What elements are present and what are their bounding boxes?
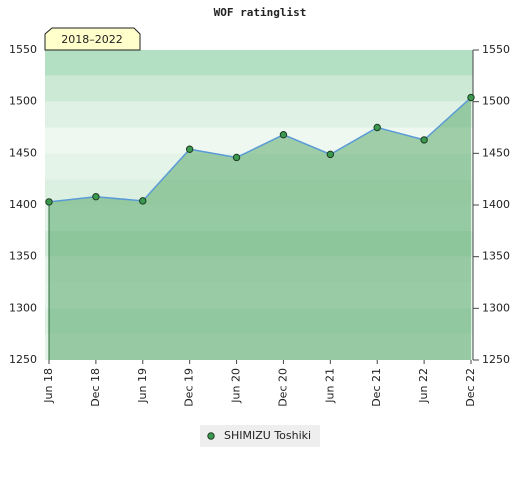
x-tick-label: Jun 20 [230,368,243,404]
band [45,50,473,76]
x-tick-label: Dec 21 [370,368,383,407]
y2-tick-label: 1500 [482,95,510,108]
x-tick-label: Dec 18 [89,368,102,407]
marker [139,197,147,205]
x-tick-label: Dec 22 [464,368,477,407]
y2-tick-label: 1450 [482,146,510,159]
y2-tick-label: 1550 [482,43,510,56]
band [45,334,473,360]
y2-tick-label: 1300 [482,301,510,314]
y-tick-label: 1300 [9,301,37,314]
badge: 2018–2022 [61,33,123,46]
legend-marker [207,432,215,440]
band [45,230,473,257]
band [45,127,473,154]
marker [420,136,428,144]
x-tick-label: Jun 22 [417,368,430,404]
line [48,96,472,203]
badge-box [44,27,141,51]
x-tick-label: Dec 20 [276,368,289,407]
y-tick-label: 1550 [9,43,37,56]
x-tick-label: Jun 18 [42,368,55,404]
y-tick-label: 1400 [9,198,37,211]
marker [279,131,288,139]
marker [185,145,194,153]
chart-title: WOF ratinglist [214,6,307,19]
y-tick-label: 1500 [9,95,37,108]
band [45,75,473,102]
band [45,256,473,283]
marker [373,123,381,132]
y2-tick-label: 1250 [482,353,510,366]
y2-tick-label: 1400 [482,198,510,211]
x-tick-label: Dec 19 [183,368,196,407]
x-tick-label: Jun 21 [323,368,336,404]
marker [467,93,475,102]
legend-label: SHIMIZU Toshiki [224,429,311,442]
band [45,179,473,205]
marker [45,198,53,206]
band [45,308,473,335]
x-tick-label: Jun 19 [136,368,149,404]
y2-tick-label: 1350 [482,250,510,263]
marker [326,150,335,159]
area [49,97,471,361]
marker [232,153,241,162]
band [45,205,473,231]
y-tick-label: 1350 [9,250,37,263]
band [45,153,473,180]
y-tick-label: 1450 [9,146,37,159]
y-tick-label: 1250 [9,353,37,366]
band [45,101,473,128]
band [45,282,473,309]
legend-box [200,425,320,447]
marker [92,193,100,201]
